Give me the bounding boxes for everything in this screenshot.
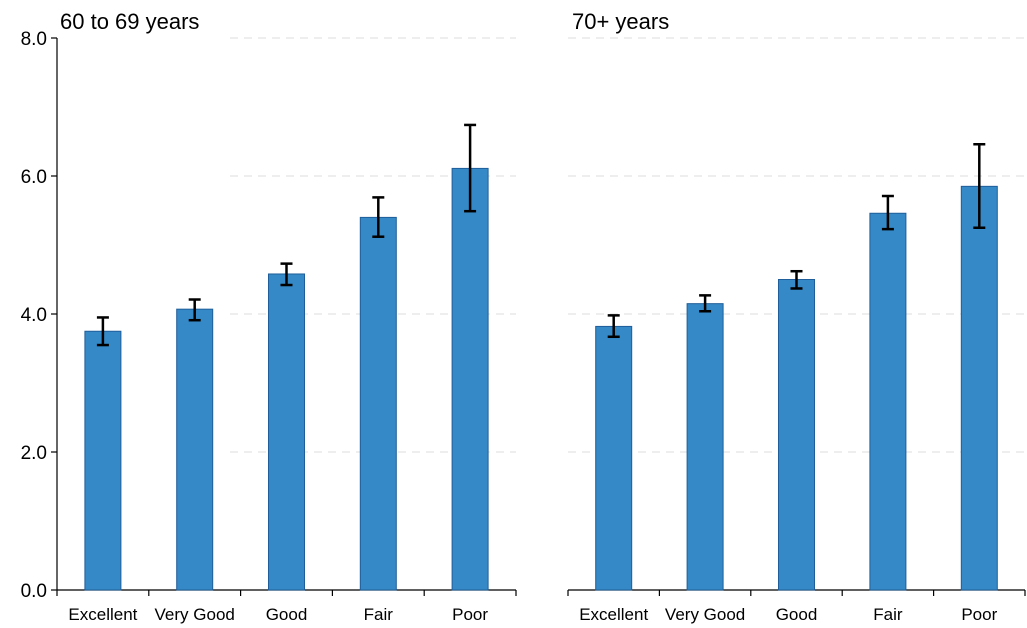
x-tick-label: Excellent [68,605,137,624]
bar-very-good [686,303,724,591]
error-bar [464,123,477,213]
error-bar [280,262,293,287]
bar-good [778,279,815,591]
error-bar [607,314,620,339]
error-bar [372,196,385,238]
bar-fair [359,216,397,591]
x-tick-label: Poor [452,605,488,624]
error-bar [881,194,894,231]
bar-poor [960,185,998,591]
bar-fair [869,212,907,591]
bar-poor [451,167,489,591]
x-tick-label: Very Good [665,605,745,624]
x-tick-label: Very Good [155,605,235,624]
y-tick-label: 2.0 [21,443,47,464]
panel-title: 70+ years [572,9,669,34]
error-bar [790,269,803,290]
x-tick-label: Good [776,605,818,624]
y-tick-label: 8.0 [21,29,47,50]
x-tick-label: Good [266,605,308,624]
bar-very-good [176,308,214,591]
bar-good [268,273,305,591]
x-tick-label: Excellent [579,605,648,624]
bar-excellent [595,325,633,591]
x-tick-label: Fair [873,605,903,624]
error-bar [973,143,986,229]
bar-excellent [84,330,122,591]
y-tick-label: 0.0 [21,581,47,602]
panel-60-to-69-years: 60 to 69 years 0.0 2.0 4.0 6.0 8.0 Excellent V… [21,9,517,624]
x-tick-label: Poor [961,605,997,624]
y-tick-label: 6.0 [21,167,47,188]
error-bar [188,298,201,322]
y-tick-label: 4.0 [21,305,47,326]
error-bar [96,316,109,347]
panel-title: 60 to 69 years [60,9,199,34]
error-bar [699,294,712,313]
x-tick-label: Fair [364,605,394,624]
panel-70-plus-years: 70+ years Excellent Very Good Good Fair Poor [567,9,1026,624]
